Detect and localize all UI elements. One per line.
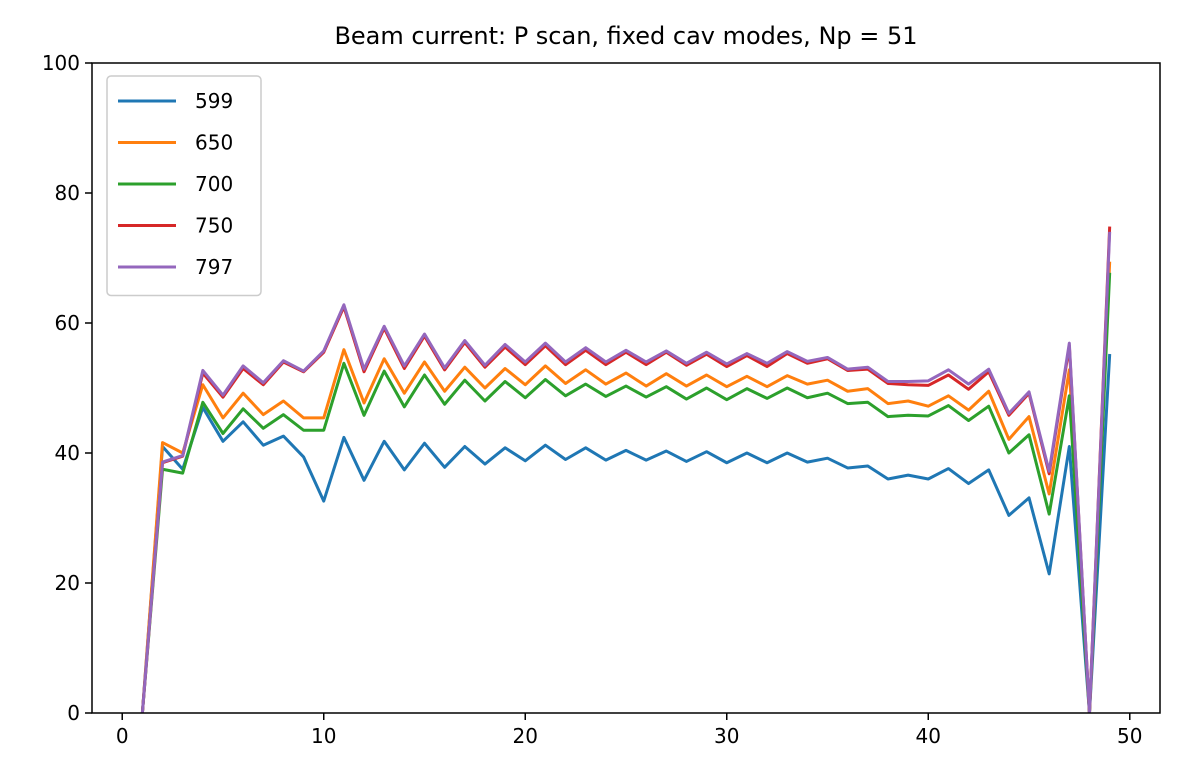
- legend-label-650: 650: [195, 131, 233, 155]
- legend-label-750: 750: [195, 214, 233, 238]
- x-tick-label: 50: [1117, 724, 1142, 748]
- legend-label-599: 599: [195, 89, 233, 113]
- series-line-650: [140, 261, 1112, 713]
- y-tick-label: 0: [67, 701, 80, 725]
- series-layer: [140, 226, 1112, 713]
- x-tick-label: 30: [714, 724, 739, 748]
- y-tick-label: 60: [55, 311, 80, 335]
- legend: 599 650 700 750 797: [106, 75, 262, 297]
- y-tick-label: 20: [55, 571, 80, 595]
- legend-label-797: 797: [195, 255, 233, 279]
- x-tick-label: 40: [916, 724, 941, 748]
- x-tick-label: 20: [513, 724, 538, 748]
- chart-title: Beam current: P scan, fixed cav modes, N…: [334, 22, 917, 50]
- series-line-797: [140, 231, 1112, 713]
- y-tick-label: 40: [55, 441, 80, 465]
- series-line-700: [140, 272, 1112, 713]
- y-tick-label: 100: [42, 51, 80, 75]
- x-tick-label: 0: [116, 724, 129, 748]
- x-tick-label: 10: [311, 724, 336, 748]
- y-tick-label: 80: [55, 181, 80, 205]
- axes-layer: 0 10 20 30 40 50 0 20 40 60 80 100: [42, 51, 1161, 748]
- legend-label-700: 700: [195, 172, 233, 196]
- legend-box: [106, 75, 262, 297]
- plot-frame: [91, 62, 1161, 714]
- series-line-599: [140, 353, 1112, 713]
